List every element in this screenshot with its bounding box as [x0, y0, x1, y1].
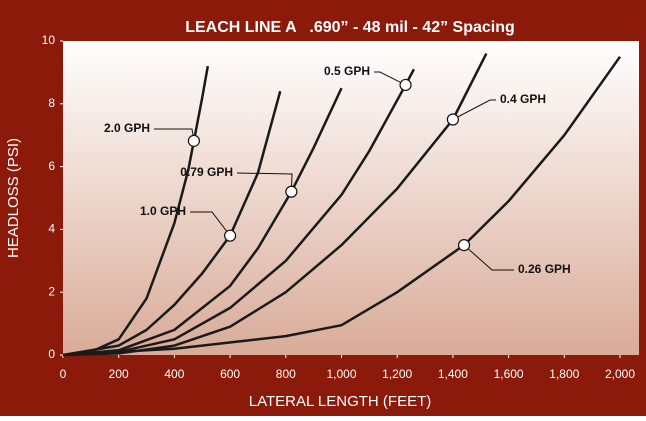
curve [62, 90, 282, 357]
x-tick-label: 1,800 [549, 367, 579, 381]
curve [62, 55, 622, 357]
callout-line [463, 244, 514, 271]
y-tick-label: 6 [48, 159, 55, 173]
callout-line [452, 99, 496, 120]
x-tick-label: 800 [276, 367, 296, 381]
y-tick-label: 8 [48, 96, 55, 110]
x-tick-label: 200 [109, 367, 129, 381]
series-label: 2.0 GPH [104, 121, 150, 135]
curve [62, 68, 416, 357]
y-tick-label: 4 [48, 222, 55, 236]
callout-marker [399, 78, 412, 92]
x-tick-label: 0 [60, 367, 67, 381]
callout-marker [457, 239, 471, 252]
curve [62, 87, 343, 357]
callout-marker [187, 134, 200, 147]
x-axis-label: LATERAL LENGTH (FEET) [249, 393, 432, 410]
callout-line [190, 211, 231, 236]
series-label: 0.4 GPH [500, 92, 546, 106]
series-label: 0.5 GPH [324, 64, 370, 78]
callout-line [374, 71, 406, 86]
y-tick-label: 2 [48, 284, 55, 298]
callout-marker [446, 113, 459, 126]
y-tick-label: 10 [42, 33, 56, 47]
x-tick-label: 400 [164, 367, 184, 381]
x-tick-label: 2,000 [605, 367, 635, 381]
series-label: 0.26 GPH [518, 262, 571, 276]
series-label: 0.79 GPH [180, 165, 233, 179]
x-tick-label: 600 [220, 367, 240, 381]
plot-area [63, 41, 639, 355]
y-tick-label: 0 [48, 347, 55, 361]
x-tick-label: 1,400 [438, 367, 468, 381]
x-tick-label: 1,200 [382, 367, 412, 381]
series-label: 1.0 GPH [140, 204, 186, 218]
y-axis-label: HEADLOSS (PSI) [5, 138, 22, 258]
x-tick-label: 1,600 [494, 367, 524, 381]
callout-marker [285, 185, 298, 198]
x-tick-label: 1,000 [326, 367, 356, 381]
chart-title: LEACH LINE A .690” - 48 mil - 42” Spacin… [185, 19, 515, 36]
callout-marker [224, 229, 237, 242]
